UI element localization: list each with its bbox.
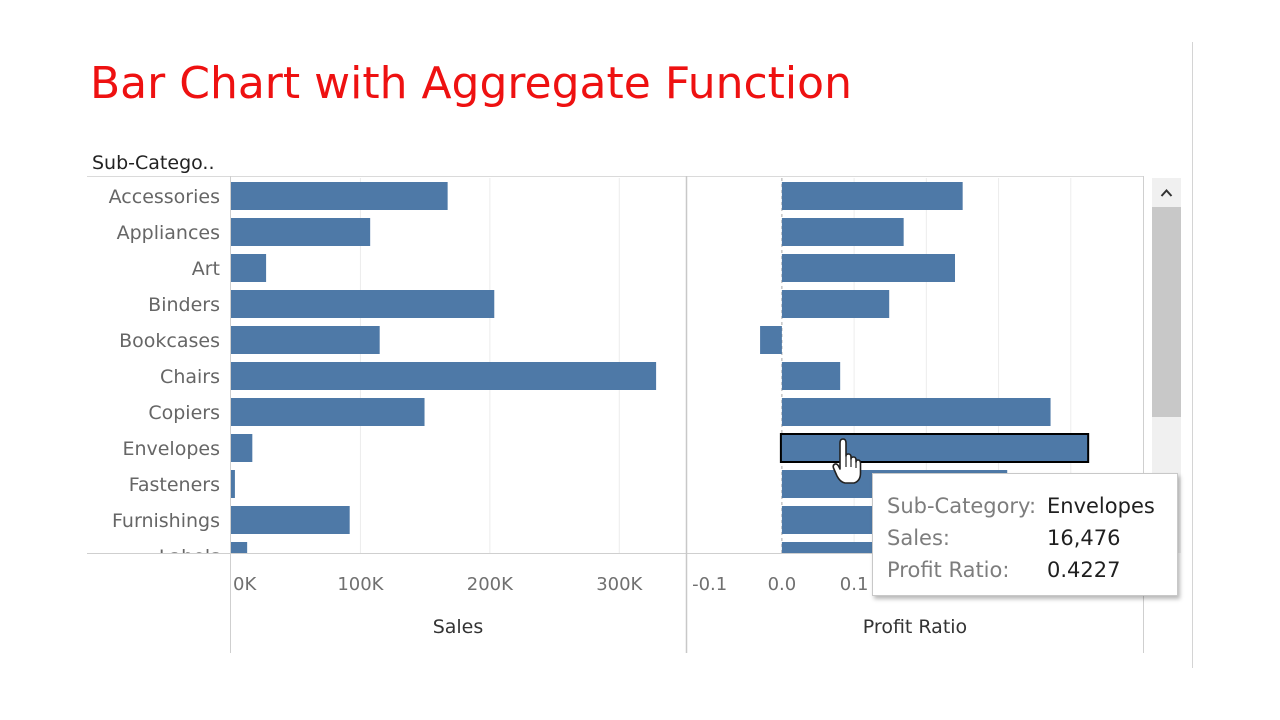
profit-ratio-bar	[760, 326, 782, 354]
row-header: Sub-Catego..	[92, 152, 215, 174]
category-label: Bookcases	[119, 330, 220, 352]
category-label: Art	[192, 258, 220, 280]
sales-tick-label: 300K	[596, 574, 643, 595]
profit-axis-ticks: -0.1 0.0 0.1	[692, 574, 868, 595]
sales-tick-label: 0K	[233, 574, 257, 595]
sales-bar	[231, 398, 425, 426]
profit-ratio-bar	[781, 398, 1051, 426]
sales-tick-label: 200K	[467, 574, 514, 595]
profit-tick-label: 0.0	[768, 574, 797, 595]
category-label: Appliances	[117, 222, 220, 244]
tooltip-row-profit-ratio: Profit Ratio: 0.4227	[887, 554, 1177, 586]
sales-bar	[231, 506, 350, 534]
profit-ratio-bar	[781, 362, 841, 390]
tooltip-value: Envelopes	[1047, 494, 1155, 518]
sales-bar	[231, 542, 248, 553]
category-labels: Accessories Appliances Art Binders Bookcases…	[109, 186, 220, 568]
profit-ratio-bar	[781, 182, 963, 210]
tooltip-label: Sub-Category:	[887, 494, 1037, 518]
sales-axis-title: Sales	[433, 616, 484, 638]
sales-bar	[231, 254, 267, 282]
sales-bar	[231, 290, 495, 318]
page-title: Bar Chart with Aggregate Function	[90, 58, 852, 109]
profit-ratio-bar	[781, 254, 956, 282]
category-label: Labels	[159, 546, 220, 568]
profit-ratio-bar	[781, 218, 904, 246]
sales-bar	[231, 326, 380, 354]
tooltip: Sub-Category: Envelopes Sales: 16,476 Pr…	[872, 473, 1178, 596]
sales-bars	[231, 182, 657, 553]
category-label: Binders	[148, 294, 220, 316]
profit-axis-title: Profit Ratio	[863, 616, 967, 638]
sales-bar	[231, 362, 657, 390]
chevron-up-icon	[1160, 189, 1173, 197]
sales-bar	[231, 218, 371, 246]
hand-pointer-icon	[832, 438, 862, 484]
profit-tick-label: 0.1	[840, 574, 869, 595]
sales-bar	[231, 434, 253, 462]
sales-tick-label: 100K	[337, 574, 384, 595]
sales-axis-ticks: 0K 100K 200K 300K	[233, 574, 644, 595]
scrollbar-thumb[interactable]	[1152, 207, 1181, 417]
tooltip-value: 0.4227	[1047, 558, 1121, 582]
category-label: Copiers	[148, 402, 220, 424]
category-label: Accessories	[109, 186, 220, 208]
tooltip-label: Profit Ratio:	[887, 558, 1010, 582]
category-label: Chairs	[160, 366, 220, 388]
tooltip-label: Sales:	[887, 526, 950, 550]
profit-ratio-bar	[779, 433, 1090, 463]
category-label: Envelopes	[122, 438, 220, 460]
category-label: Furnishings	[112, 510, 220, 532]
profit-tick-label: -0.1	[692, 574, 727, 595]
sales-bar	[231, 182, 448, 210]
profit-ratio-bar	[781, 290, 890, 318]
sales-bar	[231, 470, 235, 498]
scroll-up-button[interactable]	[1152, 178, 1181, 206]
category-label: Fasteners	[129, 474, 220, 496]
tooltip-row-sales: Sales: 16,476	[887, 522, 1177, 554]
tooltip-value: 16,476	[1047, 526, 1121, 550]
tooltip-row-subcategory: Sub-Category: Envelopes	[887, 490, 1177, 522]
